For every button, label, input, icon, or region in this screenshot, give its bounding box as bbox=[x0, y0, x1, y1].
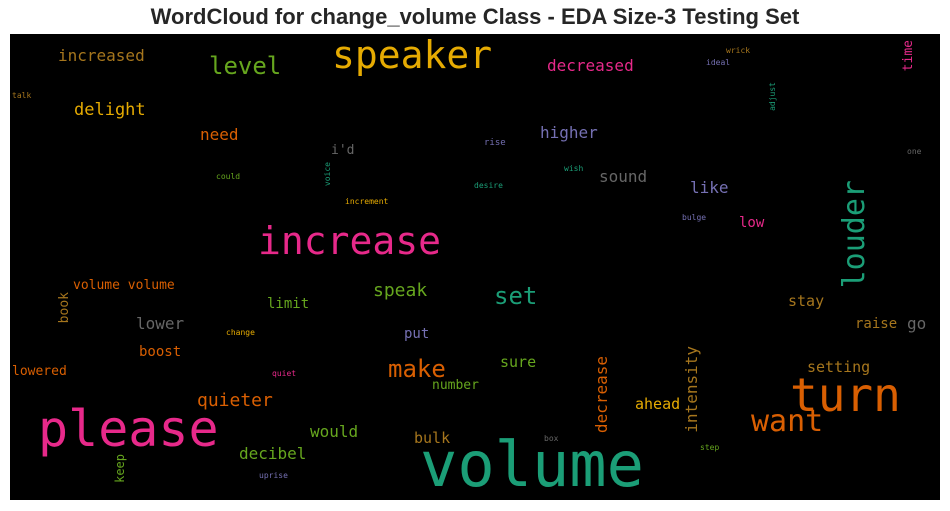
word-keep: keep bbox=[113, 454, 127, 483]
word-would: would bbox=[310, 422, 359, 441]
word-stay: stay bbox=[788, 292, 825, 310]
word-higher: higher bbox=[540, 123, 598, 142]
word-level: level bbox=[209, 52, 282, 80]
word-book: book bbox=[57, 292, 72, 324]
word-increment: increment bbox=[345, 197, 389, 206]
word-rise: rise bbox=[484, 138, 506, 148]
word-lower: lower bbox=[136, 314, 185, 333]
word-make: make bbox=[388, 355, 446, 383]
word-like: like bbox=[690, 178, 729, 197]
word-quieter: quieter bbox=[197, 390, 273, 411]
word-talk: talk bbox=[12, 91, 32, 100]
word-one: one bbox=[907, 147, 922, 156]
word-number: number bbox=[432, 378, 479, 393]
word-ideal: ideal bbox=[706, 58, 731, 67]
word-please: please bbox=[38, 400, 219, 458]
word-bulge: bulge bbox=[682, 213, 707, 222]
word-lowered: lowered bbox=[12, 364, 67, 379]
word-intensity: intensity bbox=[682, 346, 701, 433]
word-increase: increase bbox=[258, 219, 442, 263]
word-change: change bbox=[226, 328, 255, 337]
word-time: time bbox=[901, 40, 916, 72]
word-louder: louder bbox=[837, 180, 872, 289]
word-box: box bbox=[544, 434, 559, 443]
word-sound: sound bbox=[599, 167, 648, 186]
word-set: set bbox=[494, 282, 538, 310]
word-decrease: decrease bbox=[592, 356, 611, 434]
word-increased: increased bbox=[58, 46, 145, 65]
word-wrick: wrick bbox=[726, 46, 751, 55]
word-quiet: quiet bbox=[272, 369, 297, 378]
word-limit: limit bbox=[267, 296, 310, 312]
word-could: could bbox=[216, 172, 241, 181]
word-want: want bbox=[751, 404, 824, 439]
word-sure: sure bbox=[500, 353, 537, 371]
word-bulk: bulk bbox=[414, 429, 451, 447]
chart-title: WordCloud for change_volume Class - EDA … bbox=[150, 4, 800, 29]
word-adjust: adjust bbox=[768, 82, 777, 111]
word-volume-volume: volume volume bbox=[73, 278, 175, 293]
word-voice: voice bbox=[323, 162, 332, 187]
word-speaker: speaker bbox=[332, 34, 493, 77]
word-go: go bbox=[907, 314, 927, 333]
word-ahead: ahead bbox=[635, 395, 681, 413]
word-cloud: volume please turn speaker increase loud… bbox=[10, 34, 940, 500]
word-setting: setting bbox=[807, 358, 871, 376]
word-volume: volume bbox=[420, 428, 644, 500]
word-id: i'd bbox=[331, 143, 355, 158]
word-boost: boost bbox=[139, 344, 182, 360]
word-need: need bbox=[200, 125, 239, 144]
word-desire: desire bbox=[474, 181, 503, 190]
word-wish: wish bbox=[564, 164, 584, 173]
word-low: low bbox=[739, 215, 765, 231]
word-step: step bbox=[700, 443, 720, 452]
word-decibel: decibel bbox=[239, 444, 307, 463]
word-put: put bbox=[404, 326, 430, 342]
word-decreased: decreased bbox=[547, 56, 634, 75]
word-uprise: uprise bbox=[259, 471, 288, 480]
word-delight: delight bbox=[74, 100, 146, 120]
word-speak: speak bbox=[373, 280, 428, 301]
word-raise: raise bbox=[855, 316, 898, 332]
word-turn: turn bbox=[790, 368, 901, 422]
